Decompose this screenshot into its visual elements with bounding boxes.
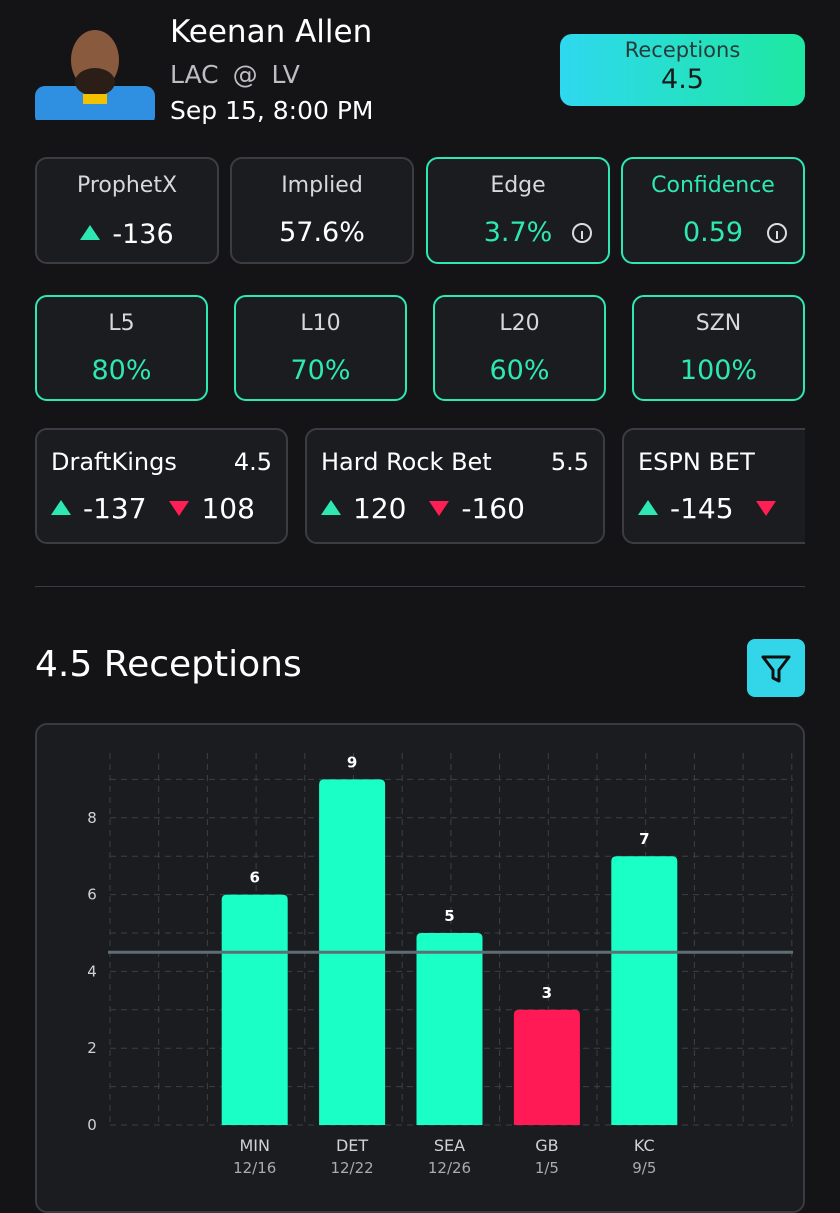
stat-label: ProphetX	[76, 173, 178, 198]
filter-icon	[761, 655, 791, 683]
x-date-label: 12/22	[330, 1159, 373, 1177]
stat-label: Implied	[281, 173, 363, 198]
x-tick-label: KC	[634, 1136, 655, 1155]
opponent: LV	[271, 60, 300, 89]
x-date-label: 9/5	[632, 1159, 656, 1177]
bar	[221, 894, 288, 1125]
under-odds: 108	[201, 492, 255, 525]
stat-label: Confidence	[651, 173, 775, 198]
stat-card: Implied 57.6%	[230, 157, 414, 264]
team: LAC	[170, 60, 219, 89]
value-label: 3	[542, 984, 552, 1002]
stat-value: -136	[37, 219, 217, 250]
at-sign: @	[232, 60, 258, 89]
hit-rate-value: 80%	[91, 355, 152, 386]
prop-label: Receptions	[624, 38, 741, 62]
x-date-label: 1/5	[535, 1159, 559, 1177]
hit-rate-label: L10	[300, 311, 341, 336]
book-card[interactable]: ESPN BET -145	[622, 428, 805, 544]
y-tick-label: 4	[87, 962, 97, 980]
matchup: LAC @ LV	[170, 60, 300, 89]
bar	[611, 856, 678, 1125]
book-odds: 120 -160	[321, 492, 525, 525]
y-tick-label: 6	[87, 886, 97, 904]
y-tick-label: 8	[87, 809, 97, 827]
stat-value-text: -136	[112, 219, 174, 250]
x-date-label: 12/26	[428, 1159, 471, 1177]
over-odds: 120	[353, 492, 407, 525]
book-name: DraftKings	[51, 448, 177, 476]
book-card[interactable]: Hard Rock Bet 5.5 120 -160	[305, 428, 605, 544]
info-icon[interactable]	[572, 223, 592, 243]
stat-card: Confidence 0.59	[621, 157, 805, 264]
book-line: 4.5	[233, 448, 272, 476]
value-label: 9	[347, 753, 357, 771]
book-line: 5.5	[550, 448, 589, 476]
hit-rate-card: L20 60%	[433, 295, 606, 401]
chart: 0 2 4 6 8 6 MIN 12/16 9 DET 12/22 5 SEA 12/26 3 GB 1/5 7 K…	[87, 753, 793, 1177]
hit-rate-label: SZN	[695, 311, 742, 336]
stat-value: 57.6%	[279, 217, 365, 248]
x-date-label: 12/16	[233, 1159, 276, 1177]
value-label: 7	[639, 830, 649, 848]
value-label: 6	[249, 869, 259, 887]
hit-rate-value: 70%	[290, 355, 351, 386]
prop-badge[interactable]: Receptions 4.5	[560, 34, 805, 106]
bar	[416, 933, 483, 1125]
player-photo	[35, 24, 155, 120]
stat-card: ProphetX -136	[35, 157, 219, 264]
hit-rate-value: 60%	[489, 355, 550, 386]
x-tick-label: GB	[535, 1136, 558, 1155]
hit-rate-card: L5 80%	[35, 295, 208, 401]
book-card[interactable]: DraftKings 4.5 -137 108	[35, 428, 288, 544]
over-odds: -137	[83, 492, 147, 525]
value-label: 5	[444, 907, 454, 925]
filter-button[interactable]	[747, 639, 805, 697]
hit-rate-value: 100%	[679, 355, 758, 386]
info-icon[interactable]	[767, 223, 787, 243]
bar	[513, 1009, 580, 1125]
stat-card: Edge 3.7%	[426, 157, 610, 264]
game-time: Sep 15, 8:00 PM	[170, 96, 374, 125]
book-name: ESPN BET	[638, 448, 755, 476]
divider	[35, 586, 805, 587]
y-tick-label: 0	[87, 1116, 97, 1134]
stat-label: Edge	[490, 173, 546, 198]
avatar	[35, 30, 155, 120]
stat-value: 3.7%	[483, 217, 553, 248]
book-odds: -145	[638, 492, 788, 525]
prop-line: 4.5	[661, 64, 704, 95]
player-name: Keenan Allen	[170, 14, 373, 50]
hit-rate-label: L20	[499, 311, 540, 336]
books-scroller: DraftKings 4.5 -137 108 Hard Rock Bet 5.…	[35, 428, 805, 545]
over-odds: -145	[670, 492, 734, 525]
x-tick-label: DET	[336, 1136, 368, 1155]
stat-value: 0.59	[682, 217, 744, 248]
x-tick-label: MIN	[239, 1136, 270, 1155]
under-odds: -160	[461, 492, 525, 525]
hit-rate-card: SZN 100%	[632, 295, 805, 401]
book-odds: -137 108	[51, 492, 255, 525]
chart-title: 4.5 Receptions	[35, 644, 302, 685]
hit-rate-label: L5	[108, 311, 135, 336]
x-tick-label: SEA	[434, 1136, 465, 1155]
hit-rate-card: L10 70%	[234, 295, 407, 401]
y-tick-label: 2	[87, 1039, 97, 1057]
book-name: Hard Rock Bet	[321, 448, 492, 476]
